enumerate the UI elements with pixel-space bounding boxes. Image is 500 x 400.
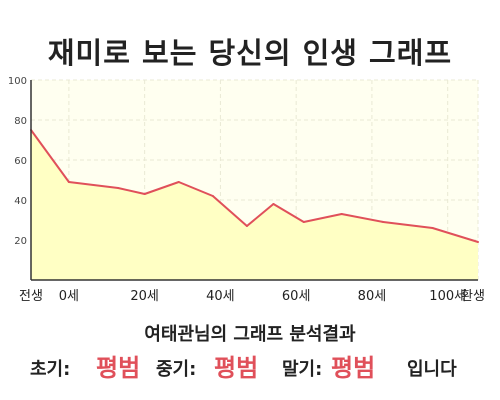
- y-tick-label: 60: [14, 156, 27, 167]
- data-point: [431, 227, 434, 229]
- life-area-fill: [31, 130, 478, 280]
- middle-label: 중기:: [156, 359, 197, 380]
- y-tick-label: 40: [14, 196, 27, 207]
- middle-value: 평범: [214, 354, 259, 382]
- data-point: [302, 221, 305, 223]
- early-label: 초기:: [30, 359, 71, 380]
- data-point: [477, 241, 479, 243]
- x-tick-label: 20세: [130, 289, 159, 304]
- analysis-summary: 초기: 평범 중기: 평범 말기: 평범 입니다: [0, 347, 500, 382]
- data-point: [245, 225, 248, 227]
- late-value: 평범: [331, 354, 376, 382]
- y-tick-label: 100: [8, 76, 27, 87]
- x-tick-label: 100세: [429, 289, 466, 304]
- early-value: 평범: [96, 354, 141, 382]
- page-title: 재미로 보는 당신의 인생 그래프: [47, 36, 453, 70]
- data-point: [143, 193, 146, 195]
- data-point: [340, 213, 343, 215]
- x-tick-label: 40세: [206, 289, 235, 304]
- data-point: [67, 181, 70, 183]
- ending-text: 입니다: [407, 359, 457, 380]
- x-tick-label: 0세: [59, 289, 79, 304]
- data-point: [211, 195, 214, 197]
- data-point: [117, 187, 120, 189]
- x-tick-label: 60세: [282, 289, 311, 304]
- analysis-subtitle: 여태관님의 그래프 분석결과: [144, 324, 356, 345]
- x-tick-label: 환생: [461, 289, 485, 304]
- x-tick-label: 80세: [358, 289, 387, 304]
- data-point: [272, 203, 275, 205]
- x-tick-label: 전생: [19, 289, 43, 304]
- y-tick-label: 20: [14, 236, 27, 247]
- y-tick-label: 80: [14, 116, 27, 127]
- late-label: 말기:: [282, 359, 323, 380]
- y-tick-labels: 20 40 60 80 100: [8, 76, 27, 247]
- data-point: [177, 181, 180, 183]
- data-point: [382, 221, 385, 223]
